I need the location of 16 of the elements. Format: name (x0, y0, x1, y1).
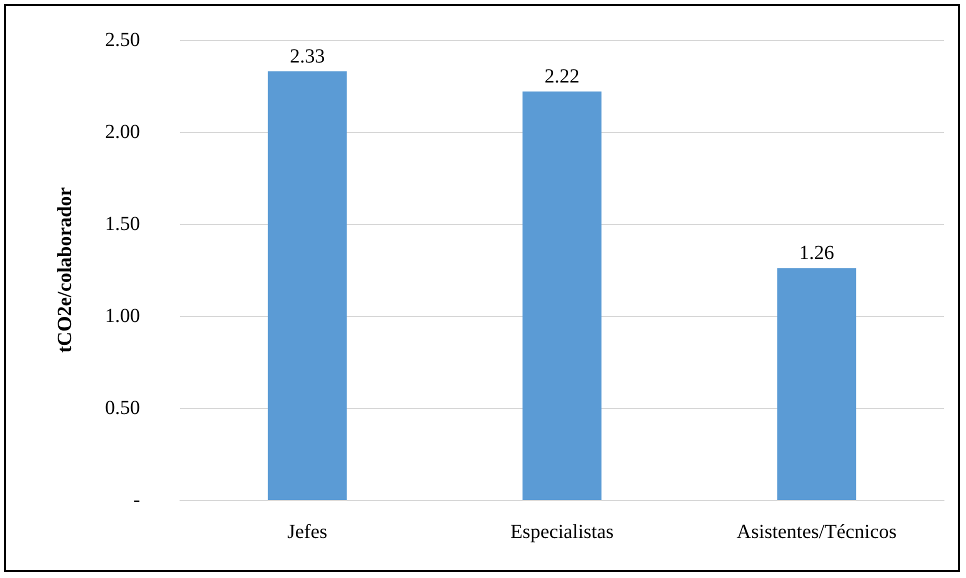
y-axis-title: tCO2e/colaborador (54, 187, 76, 353)
x-tick-label: Especialistas (510, 521, 614, 543)
y-tick-label: 1.00 (105, 305, 140, 327)
data-label: 2.33 (290, 45, 325, 68)
bar (777, 268, 856, 500)
x-tick-label: Jefes (287, 521, 328, 543)
data-label: 2.22 (544, 66, 580, 88)
bar (522, 92, 602, 500)
data-label: 1.26 (799, 242, 834, 264)
x-tick-label: Asistentes/Técnicos (736, 521, 897, 543)
y-tick-label: 0.50 (105, 397, 140, 419)
y-tick-label: 1.50 (105, 213, 140, 235)
bar (268, 71, 347, 500)
y-tick-label: 2.00 (105, 121, 140, 143)
y-tick-label: 2.50 (105, 29, 140, 51)
y-tick-label: - (133, 489, 140, 511)
